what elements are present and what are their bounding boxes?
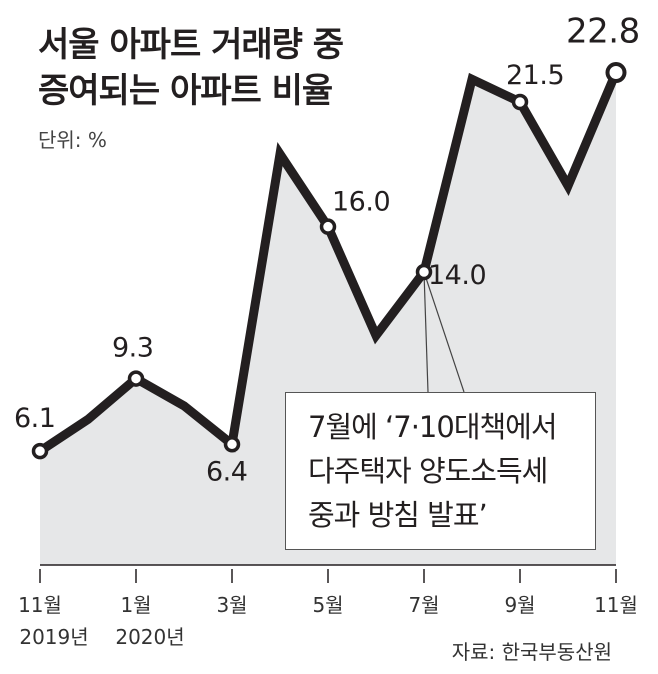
unit-label: 단위: % [38,128,107,152]
data-point-marker-12 [605,62,627,84]
x-tick-label-8: 7월 [408,593,439,617]
data-label-4: 6.4 [206,456,247,487]
x-tick-label-10: 9월 [504,593,535,617]
x-tick-year-0: 2019년 [19,625,88,649]
annotation-box: 7월에 ‘7·10대책에서 다주택자 양도소득세 중과 방침 발표’ [285,392,596,550]
annotation-line-3: 중과 방침 발표’ [308,498,488,532]
chart-title-line-1: 서울 아파트 거래량 중 [38,25,344,65]
annotation-line-2: 다주택자 양도소득세 [308,454,548,488]
x-tick-label-0: 11월 [18,593,62,617]
source-label: 자료: 한국부동산원 [451,640,612,664]
x-tick-label-6: 5월 [312,593,343,617]
data-point-marker-4 [223,436,241,453]
data-point-marker-10 [511,93,529,111]
chart-title-line-2: 증여되는 아파트 비율 [38,71,333,111]
data-point-marker-6 [319,218,337,235]
data-label-0: 6.1 [14,403,55,434]
annotation-pointer-left [423,271,429,393]
x-tick-label-12: 11월 [594,593,638,617]
x-tick-label-2: 1월 [120,593,151,617]
data-point-marker-0 [31,442,49,460]
chart-title: 서울 아파트 거래량 중 증여되는 아파트 비율 [38,22,344,114]
data-point-marker-2 [127,370,145,387]
data-label-6: 16.0 [332,187,390,218]
data-point-marker-8 [415,263,433,281]
data-label-2: 9.3 [112,333,153,364]
data-label-8: 14.0 [428,260,486,291]
x-tick-year-2: 2020년 [115,625,184,649]
annotation-line-1: 7월에 ‘7·10대책에서 [308,410,558,444]
data-label-12: 22.8 [566,12,640,52]
data-label-10: 21.5 [506,60,564,91]
annotation-pointer-right [423,271,465,393]
x-tick-label-4: 3월 [216,593,247,617]
